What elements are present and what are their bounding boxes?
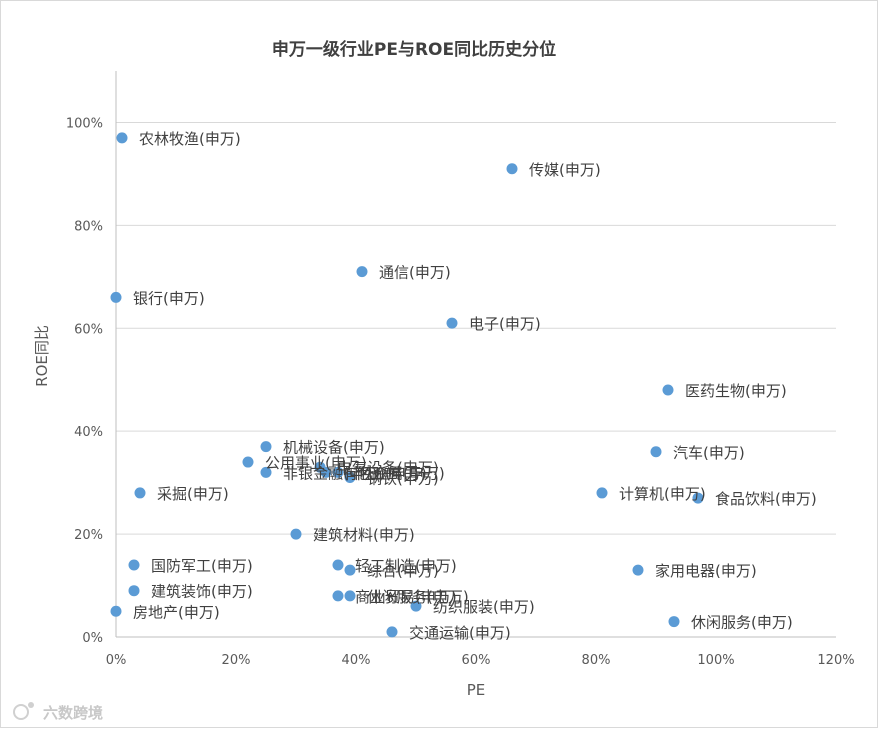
data-point [344,590,356,602]
data-label: 化工(申万) [355,464,427,482]
data-point [386,626,398,638]
data-point-labels: 农林牧渔(申万) 传媒(申万) 通信(申万) 银行(申万) 电子(申万) 医药生物(申万)… [133,130,817,642]
data-point [320,466,332,478]
data-point [596,487,608,499]
data-label: 机械设备(申万) [283,439,385,457]
data-point [344,564,356,576]
data-point [332,559,344,571]
data-label: 国防军工(申万) [151,557,253,575]
x-tick-label: 80% [582,653,611,668]
x-tick-label: 20% [222,653,251,668]
data-point [332,590,344,602]
chart-title: 申万一级行业PE与ROE同比历史分位 [272,39,556,60]
data-point [260,441,272,453]
data-point [410,600,422,612]
data-point [662,384,674,396]
data-label: 房地产(申万) [133,603,220,621]
data-label: 家用电器(申万) [655,562,757,580]
data-point [356,266,368,278]
data-label: 纺织服装(申万) [433,598,535,616]
data-points [110,132,704,638]
data-label: 通信(申万) [379,264,451,282]
y-tick-labels: 0% 20% 40% 60% 80% 100% [66,116,103,646]
data-label: 建筑材料(申万) [313,526,415,544]
data-point [116,132,128,144]
data-point [242,456,254,468]
data-label: 休闲服务(申万) [367,588,469,606]
data-point [110,605,122,617]
grid-lines [116,121,836,535]
y-tick-label: 40% [74,425,103,440]
data-label: 非银金融(申万) [283,464,385,482]
y-axis-title: ROE同比 [33,325,51,387]
y-tick-label: 0% [82,631,103,646]
watermark-logo-icon [13,704,29,720]
watermark: 六数跨境 [13,702,103,722]
data-label: 农林牧渔(申万) [139,130,241,148]
y-tick-label: 20% [74,528,103,543]
data-label: 传媒(申万) [529,161,601,179]
x-tick-labels: 0% 20% 40% 60% 80% 100% 120% [106,653,855,668]
x-tick-label: 0% [106,653,127,668]
data-label: 计算机(申万) [619,485,706,503]
data-label: 食品饮料(申万) [715,490,817,508]
data-point [290,528,302,540]
data-point [692,492,704,504]
data-point [344,471,356,483]
x-tick-label: 100% [697,653,734,668]
data-label: 钢铁(申万) [367,469,439,487]
x-tick-label: 40% [342,653,371,668]
y-tick-label: 100% [66,116,103,131]
data-label: 银行(申万) [133,289,205,307]
watermark-logo-dot [28,702,34,708]
data-point [506,163,518,175]
data-label: 电子(申万) [469,315,541,333]
y-tick-label: 60% [74,322,103,337]
data-label: 商业贸易(申万) [355,588,457,606]
data-point [332,466,344,478]
data-point [650,446,662,458]
data-label: 采掘(申万) [157,485,229,503]
data-label: 轻工制造(申万) [355,557,457,575]
data-label: 综合(申万) [367,562,439,580]
data-point [110,291,122,303]
data-label: 电气设备(申万) [337,459,439,477]
x-tick-label: 120% [817,653,854,668]
data-label: 休闲服务(申万) [691,614,793,632]
watermark-text: 六数跨境 [43,704,103,722]
x-axis-title: PE [467,681,486,699]
data-point [134,487,146,499]
data-label: 汽车(申万) [673,444,745,462]
data-point [632,564,644,576]
data-label: 公用事业(申万) [265,454,367,472]
data-point [260,466,272,478]
data-point [668,616,680,628]
data-label: 有色金属(申万) [343,464,445,482]
data-point [128,585,140,597]
x-tick-label: 60% [462,653,491,668]
data-point [128,559,140,571]
data-point [446,317,458,329]
y-tick-label: 80% [74,219,103,234]
data-label: 医药生物(申万) [685,382,787,400]
data-label: 建筑装饰(申万) [151,583,253,601]
data-label: 交通运输(申万) [409,624,511,642]
